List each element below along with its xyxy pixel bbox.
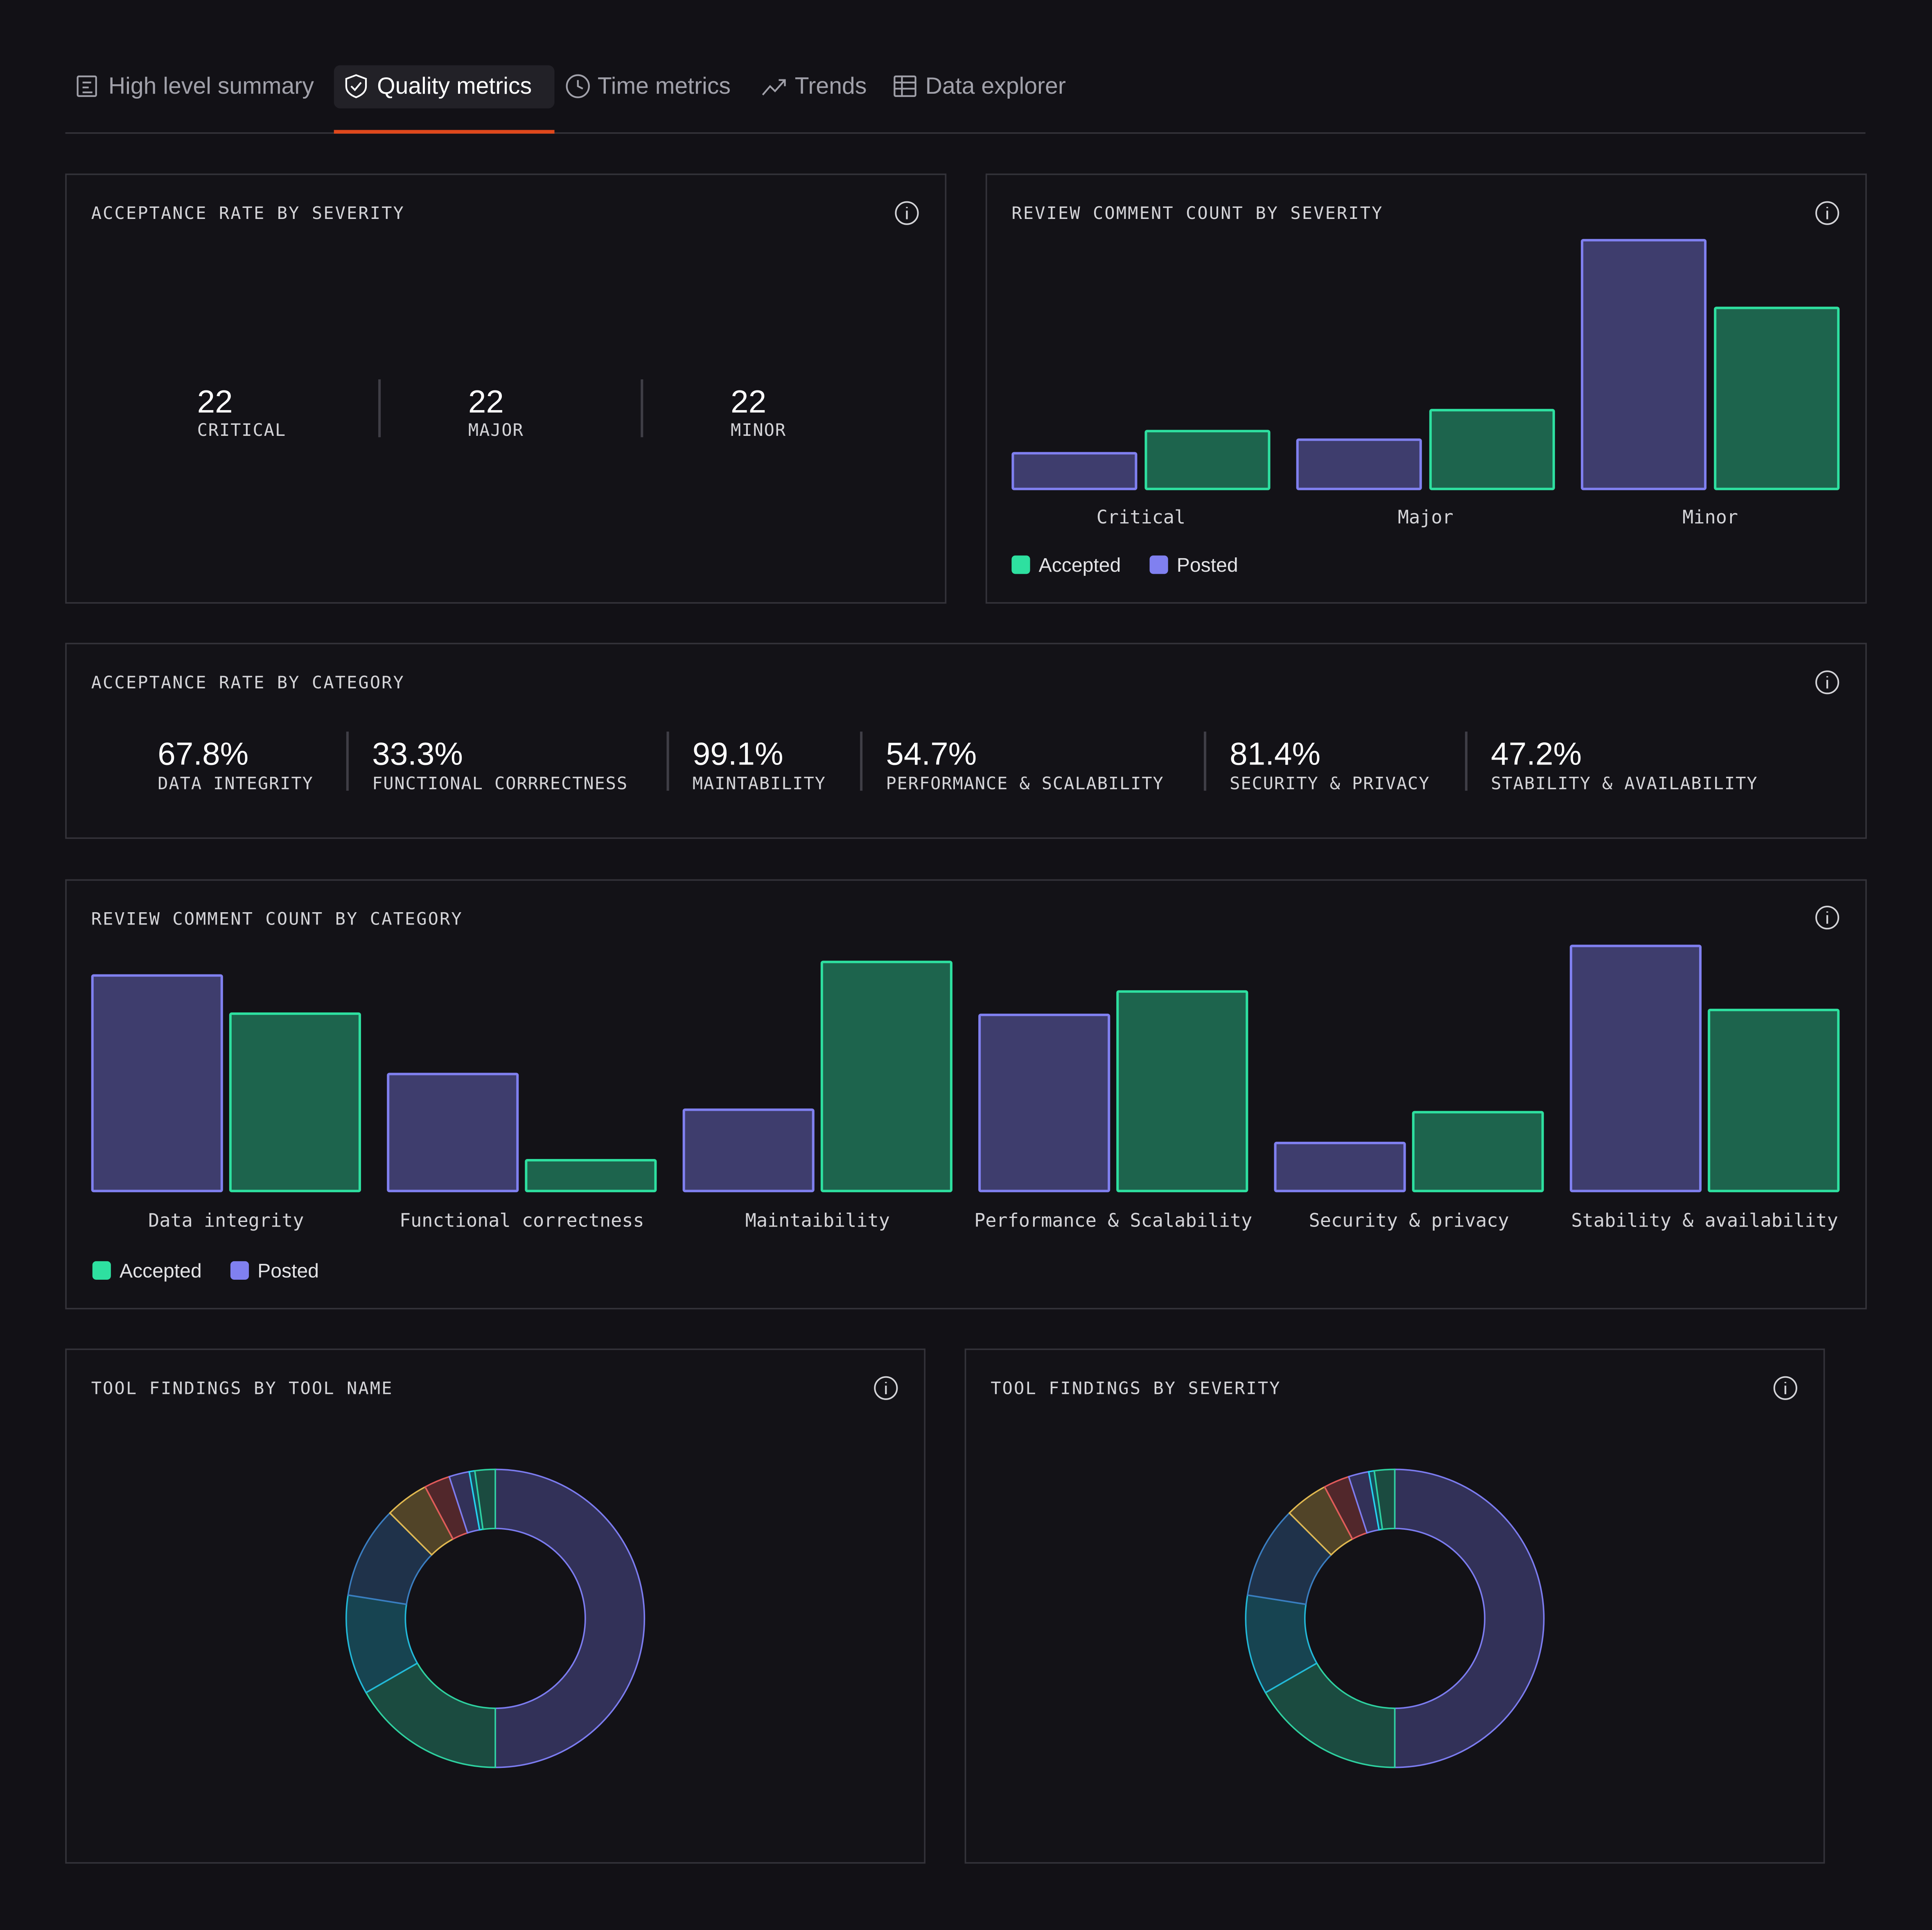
legend-label: Accepted xyxy=(120,1260,202,1282)
bar xyxy=(387,1073,519,1193)
panel xyxy=(964,1348,1825,1864)
panel-title: REVIEW COMMENT COUNT BY CATEGORY xyxy=(91,909,463,929)
x-tick-label: Data integrity xyxy=(148,1209,304,1231)
legend-swatch xyxy=(1149,555,1168,574)
stat-label: FUNCTIONAL CORRRECTNESS xyxy=(372,773,628,794)
x-tick-label: Critical xyxy=(1097,506,1185,528)
x-tick-label: Performance & Scalability xyxy=(974,1209,1252,1231)
stat-label: DATA INTEGRITY xyxy=(158,773,313,794)
legend-swatch xyxy=(1011,555,1030,574)
panel-title: REVIEW COMMENT COUNT BY SEVERITY xyxy=(1011,203,1383,223)
stat-value: 99.1% xyxy=(693,736,783,772)
x-tick-label: Security & privacy xyxy=(1309,1209,1509,1231)
bar xyxy=(229,1012,361,1193)
stat-label: MAINTABILITY xyxy=(693,773,826,794)
info-icon[interactable] xyxy=(895,201,919,225)
tab[interactable]: Time metrics xyxy=(598,73,731,99)
pie-slice xyxy=(1264,1662,1396,1768)
stat-value: 22 xyxy=(468,383,504,419)
panel xyxy=(985,174,1867,604)
stat-value: 47.2% xyxy=(1491,736,1582,772)
stat-label: SECURITY & PRIVACY xyxy=(1230,773,1430,794)
bar xyxy=(1116,990,1248,1193)
panel xyxy=(65,643,1867,839)
bar xyxy=(1429,409,1555,490)
panel-title: ACCEPTANCE RATE BY SEVERITY xyxy=(91,203,405,223)
x-tick-label: Minor xyxy=(1682,506,1738,528)
tab-icon xyxy=(566,74,590,98)
stat-label: MINOR xyxy=(731,420,786,440)
bar xyxy=(91,974,223,1193)
bar xyxy=(1714,307,1840,490)
pie-slice xyxy=(365,1662,496,1768)
info-icon[interactable] xyxy=(1815,670,1839,694)
tab-icon xyxy=(762,79,786,96)
bar xyxy=(1274,1141,1406,1193)
stat-value: 54.7% xyxy=(886,736,977,772)
info-icon[interactable] xyxy=(1815,201,1839,225)
panel-title: ACCEPTANCE RATE BY CATEGORY xyxy=(91,672,405,692)
panel xyxy=(65,174,947,604)
tab-icon xyxy=(894,75,916,97)
legend-label: Posted xyxy=(257,1260,319,1282)
stat-value: 67.8% xyxy=(158,736,248,772)
bar xyxy=(1011,452,1138,490)
bar xyxy=(525,1159,657,1193)
tab[interactable]: Quality metrics xyxy=(377,73,532,99)
bar xyxy=(820,960,952,1193)
bar xyxy=(978,1013,1110,1193)
x-tick-label: Maintaibility xyxy=(745,1209,890,1231)
legend-label: Posted xyxy=(1177,554,1238,576)
stat-label: MAJOR xyxy=(468,420,524,440)
legend-swatch xyxy=(230,1261,249,1280)
active-tab-bg xyxy=(334,65,555,108)
panel xyxy=(65,1348,925,1864)
stat-value: 33.3% xyxy=(372,736,463,772)
stat-value: 22 xyxy=(197,383,233,419)
pie-slice xyxy=(1394,1468,1545,1768)
pie-slice xyxy=(474,1468,496,1531)
panel-title: TOOL FINDINGS BY SEVERITY xyxy=(991,1378,1281,1398)
panel xyxy=(65,879,1867,1310)
tab[interactable]: Data explorer xyxy=(925,73,1066,99)
info-icon[interactable] xyxy=(1815,906,1839,930)
legend-label: Accepted xyxy=(1039,554,1121,576)
stat-value: 22 xyxy=(731,383,766,419)
stat-value: 81.4% xyxy=(1230,736,1320,772)
tab[interactable]: Trends xyxy=(795,73,867,99)
info-icon[interactable] xyxy=(1773,1376,1797,1400)
bar xyxy=(1581,239,1707,490)
pie-slice xyxy=(1373,1468,1396,1531)
x-tick-label: Major xyxy=(1398,506,1454,528)
stat-label: PERFORMANCE & SCALABILITY xyxy=(886,773,1164,794)
bar xyxy=(1144,430,1271,490)
bar xyxy=(682,1108,815,1193)
panel-title: TOOL FINDINGS BY TOOL NAME xyxy=(91,1378,393,1398)
x-tick-label: Stability & availability xyxy=(1571,1209,1838,1231)
bar xyxy=(1570,945,1702,1193)
stat-label: CRITICAL xyxy=(197,420,286,440)
tab-bar: High level summary Quality metrics Time … xyxy=(65,65,1866,134)
bar xyxy=(1412,1111,1544,1193)
info-icon[interactable] xyxy=(874,1376,898,1400)
bar xyxy=(1708,1008,1840,1193)
x-tick-label: Functional correctness xyxy=(399,1209,644,1231)
legend-swatch xyxy=(92,1261,111,1280)
tab[interactable]: High level summary xyxy=(108,73,314,99)
stat-label: STABILITY & AVAILABILITY xyxy=(1491,773,1758,794)
bar xyxy=(1296,438,1422,490)
pie-slice xyxy=(494,1468,646,1768)
tab-icon xyxy=(345,74,367,99)
tab-icon xyxy=(77,75,97,97)
